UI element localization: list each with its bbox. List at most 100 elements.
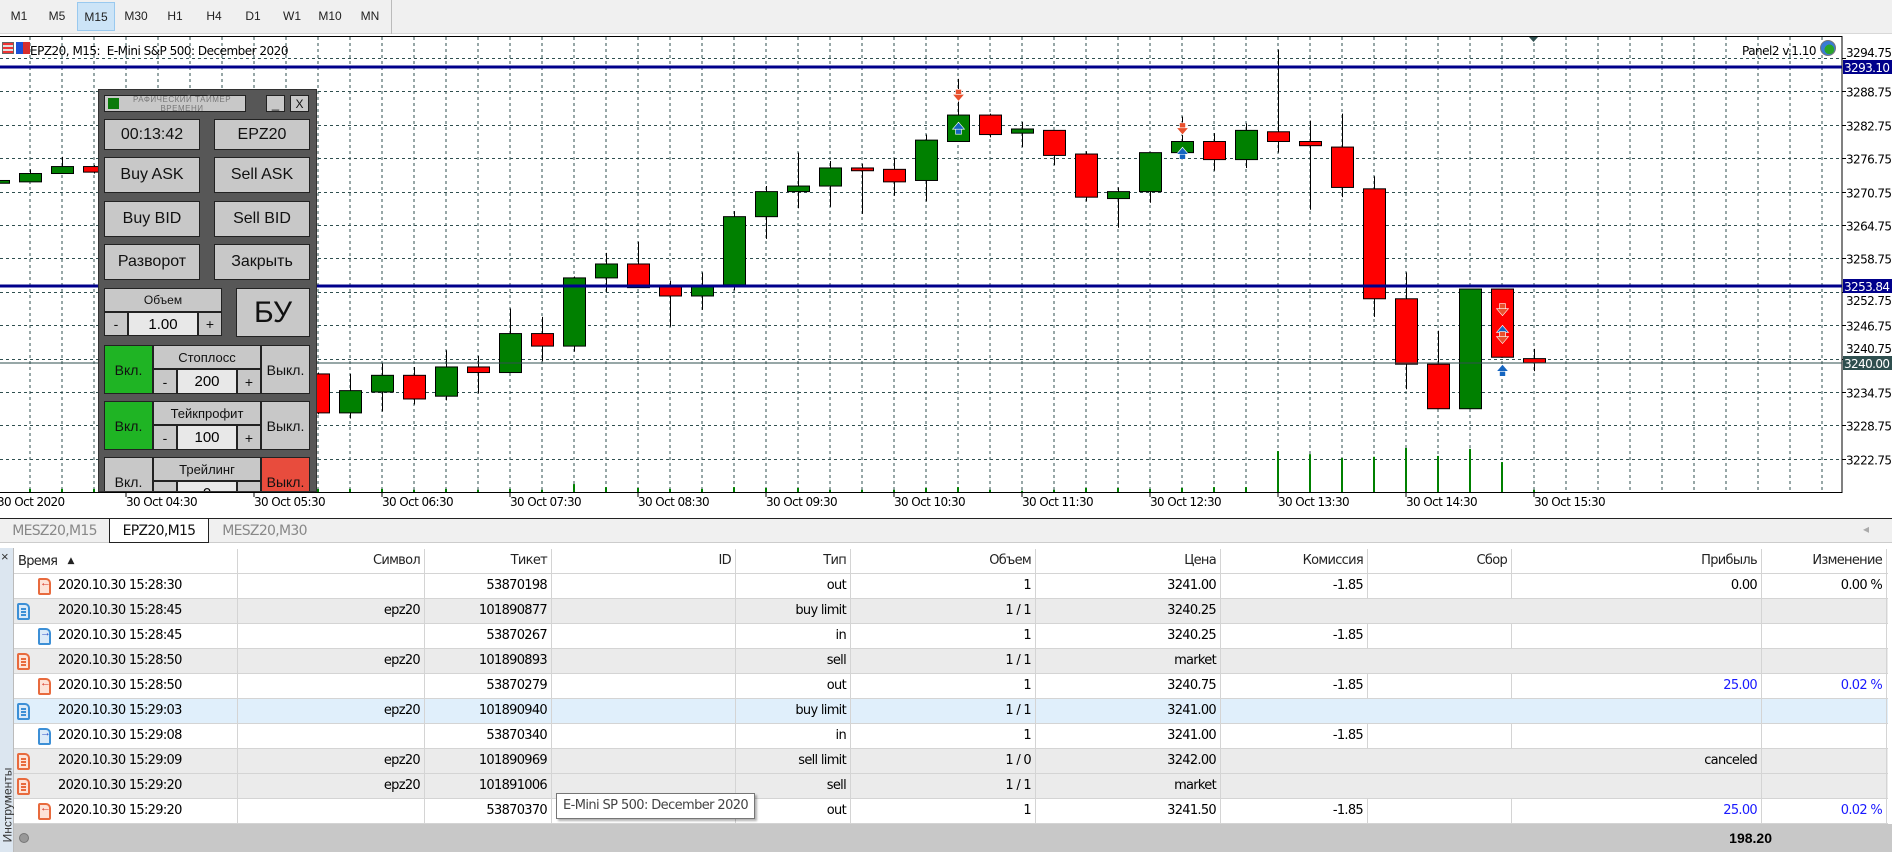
- stoploss-minus-button[interactable]: -: [153, 369, 177, 394]
- cell-price: market: [1036, 774, 1221, 798]
- timeframe-mn[interactable]: MN: [360, 9, 380, 23]
- sell-arrow-icon[interactable]: [1495, 303, 1510, 317]
- candle: [1395, 272, 1418, 390]
- column-header-label: Сбор: [1476, 553, 1508, 568]
- cell-ticket: 53870340: [425, 724, 552, 748]
- trailing-input[interactable]: 0: [177, 481, 237, 491]
- timeframe-m10[interactable]: M10: [318, 9, 342, 23]
- cell-type: out: [736, 674, 851, 698]
- timeframe-m5[interactable]: M5: [48, 9, 66, 23]
- timeframe-h4[interactable]: H4: [206, 9, 222, 23]
- sell-bid-button[interactable]: Sell BID: [214, 201, 310, 237]
- column-header-ticket[interactable]: Тикет: [425, 549, 552, 573]
- cell-profit: [1512, 699, 1762, 723]
- column-header-symbol[interactable]: Символ: [238, 549, 425, 573]
- volume-bar: [349, 488, 351, 492]
- chart-canvas[interactable]: 3294.75 3288.75 3282.75 3276.75 3270.75 3264.…: [0, 36, 1892, 516]
- buy-arrow-icon[interactable]: [1495, 363, 1510, 377]
- takeprofit-minus-button[interactable]: -: [153, 425, 177, 450]
- takeprofit-plus-button[interactable]: +: [237, 425, 261, 450]
- column-header-volume[interactable]: Объем: [851, 549, 1036, 573]
- volume-bar: [893, 489, 895, 492]
- tab-mesz20-m15[interactable]: MESZ20,M15: [12, 523, 97, 539]
- cell-id: [552, 674, 736, 698]
- takeprofit-input[interactable]: 100: [177, 425, 237, 450]
- order-row[interactable]: 2020.10.30 15:28:50 epz20 101890893 sell 1 /…: [14, 649, 1888, 674]
- cell-price: 3242.00: [1036, 749, 1221, 773]
- deal-row[interactable]: → 2020.10.30 15:28:45 53870267 in 1 3240.25 -1…: [14, 624, 1888, 649]
- stoploss-plus-button[interactable]: +: [237, 369, 261, 394]
- tabs-scroll-left-icon[interactable]: ◂: [1863, 522, 1870, 536]
- column-header-time[interactable]: Время ▲: [14, 549, 238, 573]
- timeframe-w1[interactable]: W1: [283, 9, 301, 23]
- stoploss-on-button[interactable]: Вкл.: [104, 345, 153, 394]
- trailing-minus-button[interactable]: -: [153, 481, 177, 491]
- cell-time: 2020.10.30 15:28:30: [14, 574, 238, 598]
- buy-arrow-icon[interactable]: [951, 121, 966, 135]
- order-row[interactable]: 2020.10.30 15:29:03 epz20 101890940 buy lim…: [14, 699, 1888, 724]
- buy-ask-button[interactable]: Buy ASK: [104, 157, 200, 193]
- breakeven-button[interactable]: БУ: [236, 288, 310, 337]
- deal-row[interactable]: → 2020.10.30 15:29:08 53870340 in 1 3241.00 -1…: [14, 724, 1888, 749]
- order-row[interactable]: 2020.10.30 15:29:20 epz20 101891006 sell 1 /…: [14, 774, 1888, 799]
- y-tick-label: 3264.75: [1846, 220, 1891, 234]
- volume-bar: [445, 488, 447, 492]
- expert-running-icon[interactable]: [1820, 40, 1836, 56]
- minimize-button[interactable]: _: [266, 95, 285, 112]
- sell-arrow-icon[interactable]: [951, 89, 966, 102]
- deal-row[interactable]: ← 2020.10.30 15:28:50 53870279 out 1 3240.75-…: [14, 674, 1888, 699]
- volume-bar: [1533, 489, 1535, 492]
- candle: [467, 355, 490, 394]
- stoploss-input[interactable]: 200: [177, 369, 237, 394]
- sell-arrow-icon[interactable]: [1495, 331, 1510, 344]
- panel-title[interactable]: РАФИЧЕСКИЙ ТАЙМЕР ВРЕМЕНИ: [104, 95, 246, 113]
- volume-bar: [701, 488, 703, 492]
- timeframe-m15[interactable]: M15: [77, 2, 115, 31]
- volume-bar: [93, 488, 95, 492]
- takeprofit-on-button[interactable]: Вкл.: [104, 401, 153, 450]
- buy-arrow-icon[interactable]: [1175, 146, 1190, 160]
- sell-ask-button[interactable]: Sell ASK: [214, 157, 310, 193]
- order-row[interactable]: 2020.10.30 15:29:09 epz20 101890969 sell li…: [14, 749, 1888, 774]
- column-header-label: Символ: [372, 553, 421, 568]
- close-position-button[interactable]: Закрыть: [214, 244, 310, 280]
- reverse-button[interactable]: Разворот: [104, 244, 200, 280]
- toolbox-close-icon[interactable]: ×: [1, 549, 9, 564]
- column-header-profit[interactable]: Прибыль: [1512, 549, 1762, 573]
- buy-bid-button[interactable]: Buy BID: [104, 201, 200, 237]
- cell-type: out: [736, 574, 851, 598]
- timeframe-m1[interactable]: M1: [10, 9, 28, 23]
- price-chart[interactable]: 3294.75 3288.75 3282.75 3276.75 3270.75 3264.…: [0, 36, 1892, 516]
- deal-row[interactable]: ← 2020.10.30 15:28:30 53870198 out 1 3241.00-…: [14, 574, 1888, 599]
- volume-minus-button[interactable]: -: [104, 312, 128, 336]
- order-row[interactable]: 2020.10.30 15:28:45 epz20 101890877 buy lim…: [14, 599, 1888, 624]
- cell-ticket: 53870267: [425, 624, 552, 648]
- trailing-on-button[interactable]: Вкл.: [104, 457, 153, 491]
- cell-symbol: [238, 799, 425, 823]
- sell-arrow-icon[interactable]: [1175, 122, 1190, 136]
- timeframe-m30[interactable]: M30: [124, 9, 148, 23]
- column-header-change[interactable]: Изменение: [1762, 549, 1887, 573]
- chart-window-icon: [2, 42, 14, 54]
- close-panel-button[interactable]: X: [290, 95, 309, 112]
- chart-shift-icon[interactable]: [1529, 37, 1538, 42]
- timeframe-h1[interactable]: H1: [167, 9, 183, 23]
- bearish-candle-body: [531, 333, 554, 347]
- volume-plus-button[interactable]: +: [198, 312, 222, 336]
- column-header-fee[interactable]: Сбор: [1368, 549, 1512, 573]
- column-header-type[interactable]: Тип: [736, 549, 851, 573]
- toolbox-side-tab[interactable]: Инструменты: [0, 548, 14, 852]
- timeframe-d1[interactable]: D1: [245, 9, 261, 23]
- column-header-id[interactable]: ID: [552, 549, 736, 573]
- trailing-plus-button[interactable]: +: [237, 481, 261, 491]
- volume-input[interactable]: 1.00: [128, 312, 198, 336]
- tab-mesz20-m30[interactable]: MESZ20,M30: [222, 523, 307, 539]
- trailing-off-button[interactable]: Выкл.: [261, 457, 310, 491]
- stoploss-off-button[interactable]: Выкл.: [261, 345, 310, 394]
- sort-ascending-icon[interactable]: ▲: [65, 556, 74, 566]
- tab-epz20-m15[interactable]: EPZ20,M15: [109, 519, 209, 543]
- column-header-price[interactable]: Цена: [1036, 549, 1221, 573]
- column-header-commission[interactable]: Комиссия: [1221, 549, 1368, 573]
- takeprofit-off-button[interactable]: Выкл.: [261, 401, 310, 450]
- deal-row[interactable]: ← 2020.10.30 15:29:20 53870370 out 1 3241.50-…: [14, 799, 1888, 824]
